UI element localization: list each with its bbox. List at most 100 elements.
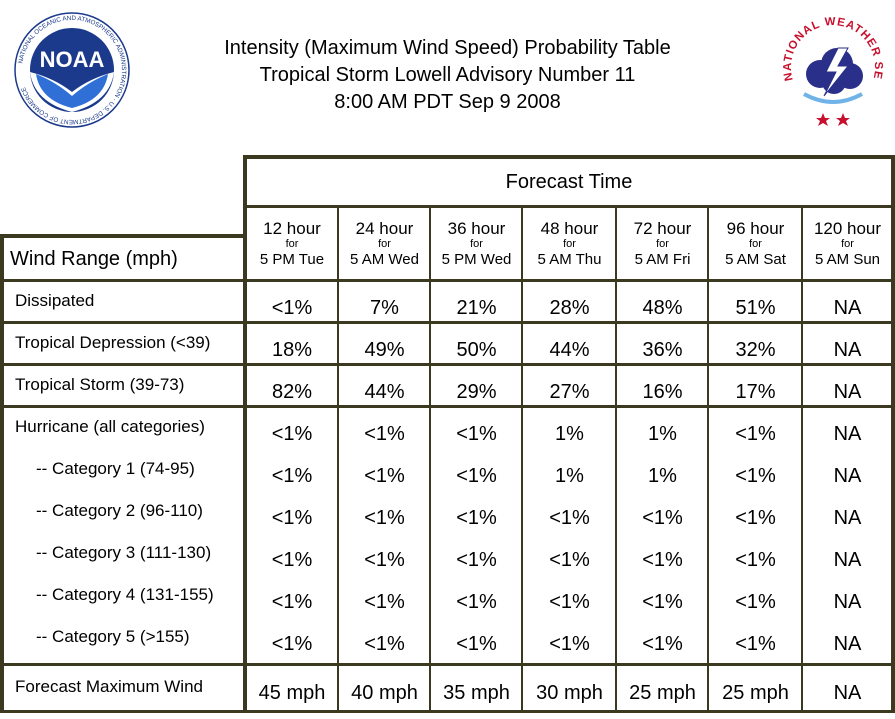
table-cell: 30 mph — [536, 682, 603, 704]
table-cell: NA — [833, 465, 862, 487]
column-for: for — [563, 238, 576, 250]
table-cell: <1% — [549, 549, 590, 571]
table-cell: <1% — [456, 507, 497, 529]
table-cell: <1% — [642, 507, 683, 529]
table-cell: 35 mph — [443, 682, 510, 704]
title-line-2: Tropical Storm Lowell Advisory Number 11 — [259, 64, 636, 86]
row-label: -- Category 1 (74-95) — [36, 459, 195, 478]
row-label: Tropical Storm (39-73) — [15, 375, 185, 394]
table-cell: 1% — [555, 423, 584, 445]
table-cell: 50% — [456, 339, 497, 361]
table-cell: <1% — [456, 633, 497, 655]
row-divider — [0, 321, 895, 324]
table-cell: <1% — [456, 465, 497, 487]
table-cell: <1% — [642, 549, 683, 571]
table-cell: 44% — [364, 381, 405, 403]
table-cell: 25 mph — [722, 682, 789, 704]
page-header: NATIONAL OCEANIC AND ATMOSPHERIC ADMINIS… — [0, 0, 895, 150]
column-for: for — [749, 238, 762, 250]
table-cell: 17% — [735, 381, 776, 403]
table-cell: <1% — [642, 633, 683, 655]
table-cell: <1% — [456, 549, 497, 571]
table-cell: 36% — [642, 339, 683, 361]
column-divider — [615, 207, 617, 712]
column-divider — [801, 207, 803, 712]
column-header-3: 36 hour for 5 PM Wed — [432, 208, 521, 278]
table-cell: 7% — [370, 297, 399, 319]
row-label: -- Category 5 (>155) — [36, 627, 190, 646]
nws-logo: NATIONAL WEATHER SERVICE — [780, 10, 883, 126]
table-cell: <1% — [735, 549, 776, 571]
table-cell: <1% — [735, 465, 776, 487]
table-cell: 25 mph — [629, 682, 696, 704]
column-time: 5 AM Sat — [725, 251, 786, 268]
table-cell: 44% — [549, 339, 590, 361]
column-for: for — [656, 238, 669, 250]
noaa-logo-text: NOAA — [40, 47, 105, 72]
table-cell: NA — [833, 297, 862, 319]
table-cell: NA — [833, 339, 862, 361]
table-cell: 28% — [549, 297, 590, 319]
row-divider — [0, 710, 895, 713]
column-header-4: 48 hour for 5 AM Thu — [524, 208, 615, 278]
column-time: 5 PM Tue — [259, 251, 325, 268]
table-cell: NA — [833, 682, 862, 704]
column-hour: 24 hour — [355, 219, 414, 238]
column-hour: 12 hour — [263, 219, 321, 238]
column-divider — [521, 207, 523, 712]
table-cell: <1% — [364, 423, 405, 445]
row-label: Dissipated — [15, 291, 95, 310]
table-cell: 29% — [456, 381, 497, 403]
table-cell: <1% — [271, 423, 313, 445]
table-cell: 48% — [642, 297, 683, 319]
table-cell: 18% — [271, 339, 313, 361]
table-cell: 82% — [271, 381, 313, 403]
table-cell: NA — [833, 507, 862, 529]
row-label: -- Category 4 (131-155) — [36, 585, 214, 604]
table-top-border — [243, 155, 895, 159]
table-cell: NA — [833, 423, 862, 445]
column-time: 5 PM Wed — [441, 251, 512, 268]
column-for: for — [470, 238, 483, 250]
row-divider — [0, 279, 895, 282]
table-cell: <1% — [549, 507, 590, 529]
table-cell: 51% — [735, 297, 776, 319]
column-header-5: 72 hour for 5 AM Fri — [618, 208, 707, 278]
column-hour: 72 hour — [633, 219, 692, 238]
table-cell: <1% — [271, 297, 313, 319]
row-label: -- Category 2 (96-110) — [36, 501, 203, 520]
wind-range-header: Wind Range (mph) — [10, 248, 178, 270]
table-cell: <1% — [456, 591, 497, 613]
row-divider — [0, 405, 895, 408]
column-divider — [707, 207, 709, 712]
column-for: for — [285, 238, 299, 250]
row-label: Tropical Depression (<39) — [15, 333, 211, 352]
row-label: Forecast Maximum Wind — [15, 677, 203, 696]
table-cell: 45 mph — [258, 682, 326, 704]
table-cell: 16% — [642, 381, 683, 403]
table-cell: NA — [833, 633, 862, 655]
table-cell: <1% — [642, 591, 683, 613]
table-left-border-data — [243, 155, 247, 712]
table-cell: <1% — [271, 591, 313, 613]
table-cell: <1% — [735, 591, 776, 613]
column-time: 5 AM Thu — [537, 251, 602, 268]
table-cell: <1% — [271, 549, 313, 571]
row-divider — [0, 363, 895, 366]
column-for: for — [378, 238, 391, 250]
table-cell: 21% — [456, 297, 497, 319]
table-cell: 1% — [648, 423, 677, 445]
column-hour: 48 hour — [540, 219, 599, 238]
table-cell: 49% — [364, 339, 405, 361]
column-header-2: 24 hour for 5 AM Wed — [340, 208, 429, 278]
page-title: Intensity (Maximum Wind Speed) Probabili… — [150, 35, 745, 116]
table-cell: <1% — [364, 549, 405, 571]
table-cell: NA — [833, 549, 862, 571]
row-label: -- Category 3 (111-130) — [36, 543, 212, 562]
column-for: for — [841, 238, 854, 250]
table-cell: 1% — [648, 465, 677, 487]
table-cell: <1% — [364, 507, 405, 529]
table-cell: <1% — [735, 633, 776, 655]
row-divider — [0, 663, 895, 666]
